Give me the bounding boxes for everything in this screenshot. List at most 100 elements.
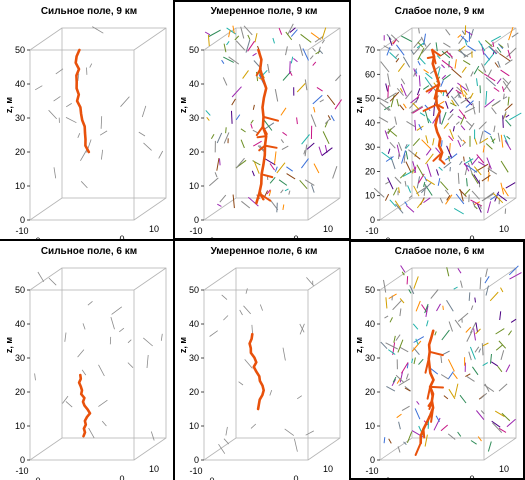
branch-segment bbox=[502, 187, 509, 197]
branch-segment bbox=[390, 156, 396, 170]
branch-segment bbox=[262, 69, 268, 76]
branch-segment bbox=[393, 335, 396, 343]
branch-segment bbox=[98, 364, 105, 377]
branch-segment bbox=[443, 42, 451, 48]
branch-segment bbox=[402, 103, 407, 109]
main-channel-branch bbox=[424, 357, 430, 374]
z-tick-label: 0 bbox=[20, 455, 25, 465]
branch-segment bbox=[321, 147, 333, 157]
branch-segment bbox=[397, 339, 404, 353]
z-tick-label: 10 bbox=[189, 421, 199, 431]
branch-segment bbox=[221, 59, 225, 64]
branch-segment bbox=[269, 199, 279, 211]
branch-segment bbox=[285, 31, 293, 41]
branch-segment bbox=[412, 323, 419, 330]
branch-segment bbox=[413, 276, 419, 289]
branch-segment bbox=[397, 446, 401, 453]
branch-segment bbox=[316, 86, 323, 92]
branch-segment bbox=[281, 145, 289, 151]
branch-segment bbox=[454, 383, 459, 398]
branch-segment bbox=[476, 163, 489, 172]
branch-segment bbox=[491, 420, 501, 428]
branch-segment bbox=[425, 305, 429, 317]
branch-segment bbox=[461, 66, 467, 73]
branch-segment bbox=[489, 291, 499, 302]
branch-segment bbox=[285, 46, 288, 56]
branch-segment bbox=[269, 163, 276, 171]
branch-segment bbox=[505, 114, 510, 118]
main-channel-branch bbox=[258, 192, 265, 201]
branch-segment bbox=[464, 29, 473, 36]
x-tick-label: -10 bbox=[189, 466, 202, 476]
branch-segment bbox=[501, 412, 511, 422]
branch-segment bbox=[247, 196, 259, 207]
branch-segment bbox=[208, 29, 221, 37]
branch-segment bbox=[398, 378, 411, 386]
x-tick-label: 0 bbox=[35, 236, 40, 240]
main-channel-branch bbox=[435, 103, 444, 109]
z-tick-label: 20 bbox=[365, 387, 375, 397]
branch-segment bbox=[457, 431, 462, 437]
branch-segment bbox=[312, 61, 317, 66]
branch-segment bbox=[286, 166, 293, 172]
branch-segment bbox=[441, 59, 453, 69]
branch-segment bbox=[420, 36, 427, 47]
branch-segment bbox=[416, 400, 420, 405]
branch-segment bbox=[504, 103, 513, 111]
branch-segment bbox=[485, 285, 489, 296]
main-channel bbox=[74, 48, 91, 154]
branch-segment bbox=[395, 58, 400, 63]
branch-segment bbox=[64, 332, 67, 342]
branch-segment bbox=[466, 178, 468, 187]
branch-segment bbox=[404, 180, 407, 187]
branch-segment bbox=[457, 268, 462, 274]
branch-segment bbox=[401, 405, 410, 412]
branch-segment bbox=[324, 117, 331, 124]
branch-segment bbox=[499, 44, 504, 48]
axis-box-edge bbox=[133, 27, 167, 51]
branch-segment bbox=[384, 193, 390, 201]
branch-segment bbox=[120, 96, 130, 107]
branch-segment bbox=[466, 376, 475, 382]
branch-segment bbox=[449, 108, 454, 114]
branch-segment bbox=[385, 297, 388, 309]
branch-segment bbox=[449, 129, 455, 140]
branch-segment bbox=[384, 105, 391, 111]
axis-box-front bbox=[203, 49, 309, 221]
branch-segment bbox=[473, 174, 481, 184]
branch-segment bbox=[462, 59, 471, 66]
branch-segment bbox=[460, 35, 469, 43]
branch-segment bbox=[475, 328, 481, 335]
branch-segment bbox=[465, 120, 473, 127]
branch-segment bbox=[405, 205, 415, 213]
branch-segment bbox=[448, 60, 450, 68]
branch-segment bbox=[484, 40, 493, 48]
branch-segment bbox=[263, 119, 273, 131]
branch-segment bbox=[253, 161, 260, 174]
z-tick-label: 70 bbox=[365, 45, 375, 55]
branch-segment bbox=[459, 189, 464, 202]
axis-box-edge bbox=[483, 197, 517, 221]
y-tick-label: 0 bbox=[119, 474, 124, 480]
branch-segment bbox=[389, 141, 396, 149]
branch-segment bbox=[300, 158, 309, 169]
branch-segment bbox=[420, 182, 432, 194]
branch-segment bbox=[296, 395, 303, 400]
branch-segment bbox=[48, 277, 57, 286]
y-tick-label: 10 bbox=[499, 224, 509, 234]
branch-segment bbox=[326, 94, 336, 106]
z-tick-label: 40 bbox=[189, 79, 199, 89]
branch-segment bbox=[457, 172, 460, 184]
z-tick-label: 40 bbox=[15, 79, 25, 89]
z-tick-label: 60 bbox=[365, 69, 375, 79]
branch-segment bbox=[146, 354, 149, 369]
branch-segment bbox=[484, 383, 490, 392]
branch-segment bbox=[204, 31, 211, 36]
branch-segment bbox=[435, 415, 440, 422]
branch-segment bbox=[460, 280, 463, 288]
branch-segment bbox=[403, 154, 406, 164]
branch-segment bbox=[439, 197, 444, 204]
branch-segment bbox=[280, 107, 287, 116]
branch-segment bbox=[465, 373, 471, 378]
